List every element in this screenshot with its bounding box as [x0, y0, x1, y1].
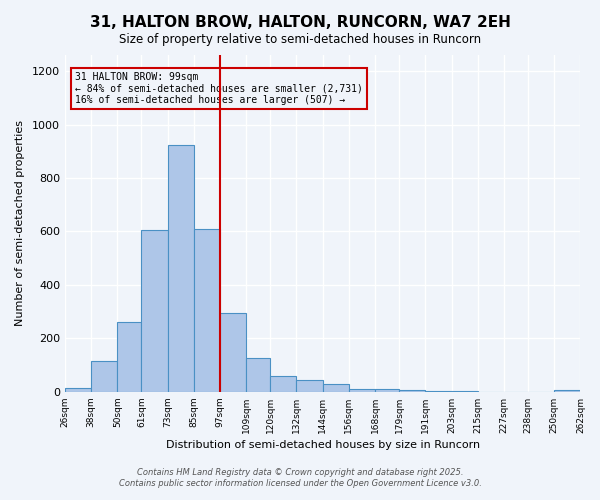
Bar: [167, 144, 194, 392]
Text: Contains HM Land Registry data © Crown copyright and database right 2025.
Contai: Contains HM Land Registry data © Crown c…: [119, 468, 481, 487]
Text: 31, HALTON BROW, HALTON, RUNCORN, WA7 2EH: 31, HALTON BROW, HALTON, RUNCORN, WA7 2E…: [89, 15, 511, 30]
Text: Size of property relative to semi-detached houses in Runcorn: Size of property relative to semi-detach…: [119, 32, 481, 46]
Bar: [220, 313, 246, 392]
Bar: [399, 390, 425, 392]
Bar: [375, 389, 399, 392]
Bar: [65, 388, 91, 392]
Bar: [349, 388, 375, 392]
Bar: [91, 361, 118, 392]
Bar: [270, 376, 296, 392]
Text: 31 HALTON BROW: 99sqm
← 84% of semi-detached houses are smaller (2,731)
16% of s: 31 HALTON BROW: 99sqm ← 84% of semi-deta…: [75, 72, 363, 105]
Bar: [118, 322, 142, 392]
Bar: [554, 390, 581, 392]
Bar: [246, 358, 270, 392]
Y-axis label: Number of semi-detached properties: Number of semi-detached properties: [15, 120, 25, 326]
Bar: [323, 384, 349, 392]
Bar: [142, 230, 167, 392]
Bar: [194, 229, 220, 392]
X-axis label: Distribution of semi-detached houses by size in Runcorn: Distribution of semi-detached houses by …: [166, 440, 480, 450]
Bar: [296, 380, 323, 392]
Bar: [425, 391, 452, 392]
